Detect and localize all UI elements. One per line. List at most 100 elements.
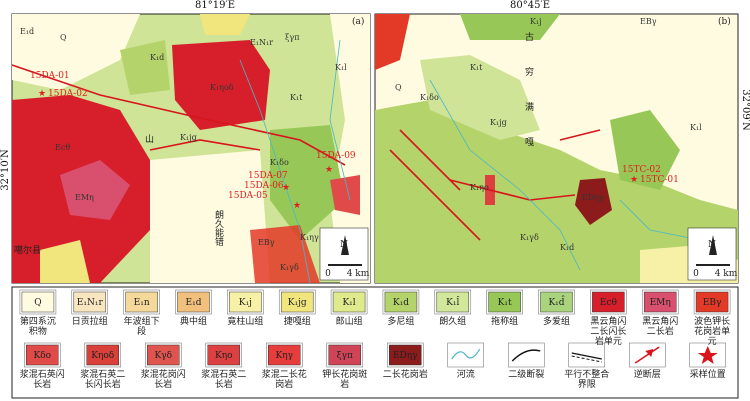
- unit-label: EBγ: [258, 238, 275, 247]
- legend-cell: [590, 289, 627, 315]
- legend-cell: [629, 342, 666, 368]
- unit-label: K₁l: [335, 63, 347, 72]
- latitude: 32°10′N: [0, 149, 11, 191]
- legend-swatch: [268, 344, 301, 366]
- legend-swatch: [73, 291, 107, 313]
- legend-code: K₁t: [498, 298, 512, 308]
- legend-swatch: [328, 344, 361, 366]
- legend-cell: [266, 342, 303, 368]
- legend-swatch: [436, 291, 470, 313]
- unconformity-symbol: [571, 355, 602, 363]
- place: 噶尔县: [14, 244, 41, 256]
- legend-code: K₁d̂: [548, 295, 565, 308]
- legend-label: 多尼组: [387, 315, 414, 327]
- legend-frame: [11, 286, 739, 399]
- legend-label: 黑云角闪二长闪长岩单元: [590, 315, 626, 347]
- legend-cell: [71, 289, 109, 315]
- legend-label: 日贡拉组: [72, 315, 108, 327]
- legend-label: 竟柱山组: [227, 315, 263, 327]
- legend-code: ξγπ: [337, 351, 353, 361]
- legend-swatch: [125, 291, 158, 313]
- unit-label: K₁γδ: [280, 263, 299, 272]
- legend-cell: [123, 289, 160, 315]
- legend-cell: [326, 342, 363, 368]
- legend-code: Kηοδ: [91, 351, 114, 361]
- place: 满: [525, 102, 534, 113]
- legend-code: E₁N₁r: [77, 298, 104, 308]
- legend-label: 黑云角闪二长岩: [642, 315, 678, 337]
- unit-label: E₁d: [20, 27, 34, 36]
- legend-code: K₁l: [342, 298, 355, 308]
- panel-b: [374, 13, 739, 284]
- scale-length: 4 km: [347, 269, 370, 279]
- place: 嘎: [525, 137, 534, 148]
- place: 古: [525, 31, 534, 43]
- legend-code: Kγδ: [154, 351, 172, 361]
- panel-a: [11, 13, 371, 284]
- legend-cell: [175, 289, 212, 315]
- legend-cell: [205, 342, 242, 368]
- legend-code: Q: [34, 298, 41, 308]
- svg-text:★: ★: [282, 183, 290, 193]
- legend-label: 二级断裂: [508, 368, 544, 380]
- legend-swatch: [280, 291, 314, 313]
- sample-label: 15DA-02: [48, 89, 88, 99]
- sample-label: 15TC-01: [640, 175, 679, 185]
- legend-label: 多爱组: [543, 315, 570, 327]
- legend-label: 捷嘎组: [284, 315, 311, 327]
- legend-code: E₁n: [134, 298, 150, 308]
- unit-label: K₁δο: [420, 93, 439, 102]
- unit-label: K₁d: [150, 53, 164, 62]
- star-symbol: [697, 346, 718, 364]
- legend-code: EBγ: [703, 298, 722, 308]
- legend-code: Kηγ: [276, 351, 294, 361]
- legend-label: 郎山组: [336, 315, 363, 327]
- legend-label: 典中组: [180, 315, 207, 327]
- scale-length: 4 km: [715, 269, 738, 279]
- thrust-symbol: [645, 349, 654, 357]
- legend-cell: [227, 289, 264, 315]
- place: 朗久能错: [213, 209, 224, 247]
- unit-label: E₁N₁r: [250, 38, 273, 47]
- north: N: [340, 240, 348, 250]
- place: 山: [145, 134, 154, 145]
- scale-zero: 0: [693, 269, 699, 279]
- panel-tag: (a): [352, 16, 364, 27]
- legend-cell: [24, 342, 61, 368]
- unit-label: EBγ: [640, 17, 657, 26]
- unit-label: K₁t: [470, 63, 483, 72]
- legend-label: 浆混二长花岗岩: [262, 368, 307, 390]
- river-symbol: [451, 348, 481, 360]
- longitude: 81°19′E: [195, 0, 235, 11]
- sample-label: 15DA-09: [316, 151, 356, 161]
- legend-label: 浆混石英二长闪长岩: [80, 368, 125, 390]
- legend-swatch: [147, 344, 180, 366]
- legend-code: EMη: [650, 298, 671, 308]
- unit-labels: Q K₁d K₁t Ecθ EMη K₁jg K₁ηοδ K₁γδ K₁δο K…: [20, 17, 702, 272]
- unit-label: Q: [395, 83, 402, 92]
- legend: Q 第四系沉积物 E₁N₁r 日贡拉组 E₁n 年波组下段 E₁d 典中组 K₁j 竟柱山组 K₁j…: [19, 289, 731, 390]
- legend-code: EDηγ: [393, 351, 418, 361]
- legend-cell: [486, 289, 523, 315]
- legend-swatch: [332, 291, 366, 313]
- legend-cell: [508, 342, 545, 368]
- legend-code: K₁d: [393, 298, 409, 308]
- sample-label: 15DA-05: [228, 191, 268, 201]
- legend-cell: [693, 289, 731, 315]
- sample-label: 15DA-01: [30, 71, 70, 81]
- legend-cell: [568, 342, 605, 368]
- svg-text:★: ★: [38, 89, 46, 99]
- legend-label: 浆混石英二长岩: [201, 368, 246, 390]
- legend-label: 朗久组: [439, 315, 466, 327]
- legend-swatch: [540, 291, 573, 313]
- legend-label: 浆混花岗闪长岩: [141, 368, 186, 390]
- unit-label: K₁ηο: [470, 183, 489, 192]
- legend-code: K₁jg: [288, 298, 307, 308]
- legend-cell: [278, 289, 316, 315]
- legend-swatch: [592, 291, 625, 313]
- legend-cell: [330, 289, 368, 315]
- legend-swatch: [21, 291, 55, 313]
- legend-swatch: [207, 344, 240, 366]
- legend-label: 浆混石英闪长岩: [20, 368, 65, 390]
- sample-stars: ★ ★ ★ ★ ★: [38, 89, 638, 211]
